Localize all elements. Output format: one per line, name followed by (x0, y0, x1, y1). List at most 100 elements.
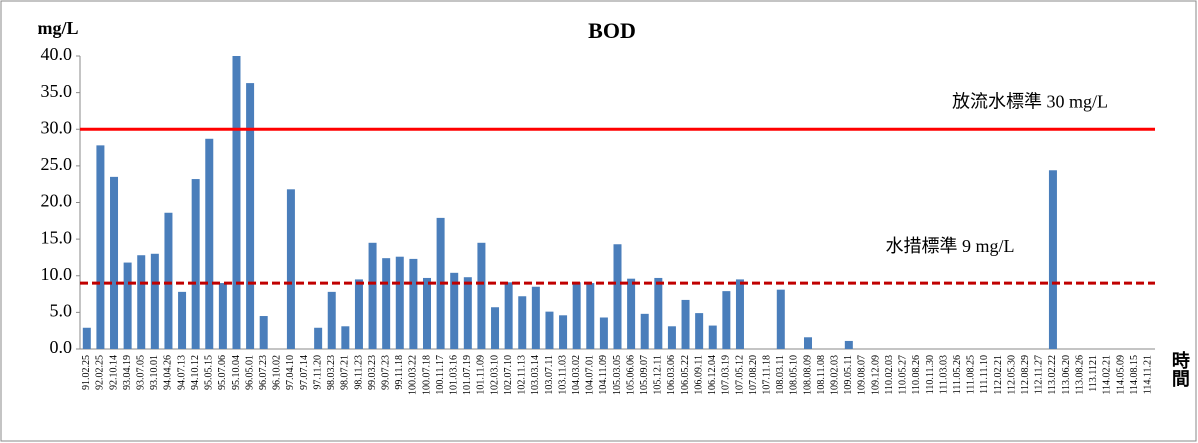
bar (491, 307, 500, 349)
x-tick-label: 99.03.23 (367, 355, 378, 390)
x-tick-label: 105.06.06 (625, 355, 636, 395)
bar (341, 326, 350, 349)
x-tick-label: 103.11.03 (557, 355, 568, 395)
x-tick-label: 95.10.04 (231, 355, 242, 390)
x-tick-label: 95.07.06 (217, 355, 228, 390)
x-tick-label: 112.08.29 (1020, 355, 1031, 395)
bar (735, 279, 744, 349)
x-tick-label: 107.08.20 (748, 355, 759, 395)
x-tick-label: 111.08.25 (966, 355, 977, 394)
bar (722, 291, 731, 349)
bar (232, 56, 241, 349)
bar (518, 296, 527, 349)
x-tick-label: 100.11.17 (435, 355, 446, 395)
bar (96, 145, 105, 349)
x-tick-label: 93.07.05 (136, 355, 147, 390)
chart-title: BOD (588, 18, 636, 43)
bar (654, 277, 663, 349)
x-tick-label: 107.11.18 (761, 355, 772, 395)
bar (695, 313, 704, 349)
bar (599, 317, 608, 349)
bar (531, 286, 540, 349)
x-tick-label: 102.11.13 (517, 355, 528, 395)
y-tick-label: 25.0 (41, 154, 73, 174)
x-tick-label: 111.05.26 (952, 355, 963, 394)
x-tick-label: 110.11.30 (925, 355, 936, 394)
x-tick-label: 106.05.22 (680, 355, 691, 395)
x-tick-label: 92.10.14 (108, 355, 119, 390)
bar (191, 179, 200, 349)
x-tick-label: 93.10.01 (149, 355, 160, 390)
x-tick-label: 104.03.02 (571, 355, 582, 395)
x-tick-label: 97.04.10 (285, 355, 296, 390)
y-tick-label: 20.0 (41, 191, 73, 211)
bar (844, 340, 853, 349)
bar (314, 327, 323, 349)
x-tick-label: 105.09.07 (639, 355, 650, 395)
bar (804, 337, 813, 349)
x-tick-label: 114.11.21 (1142, 355, 1153, 394)
reference-label: 水措標準 9 mg/L (886, 236, 1015, 256)
x-tick-label: 103.03.14 (530, 355, 541, 395)
x-tick-label: 98.03.23 (326, 355, 337, 390)
x-tick-label: 110.08.26 (911, 355, 922, 395)
bar (259, 316, 268, 349)
y-tick-label: 40.0 (41, 44, 73, 64)
bar (286, 189, 295, 349)
x-tick-label: 109.12.09 (870, 355, 881, 395)
x-tick-label: 94.04.26 (163, 355, 174, 390)
bar (246, 83, 255, 349)
bar (164, 212, 173, 349)
x-tick-label: 113.08.26 (1074, 355, 1085, 395)
y-tick-label: 10.0 (41, 264, 73, 284)
x-tick-label: 104.11.09 (598, 355, 609, 395)
bar (627, 278, 636, 349)
x-tick-label: 99.11.18 (394, 355, 405, 390)
x-tick-label: 104.07.01 (585, 355, 596, 395)
x-tick-label: 113.02.22 (1047, 355, 1058, 395)
y-axis-label: mg/L (37, 18, 78, 38)
y-tick-label: 0.0 (50, 337, 73, 357)
bar (559, 315, 568, 349)
bar (640, 313, 649, 349)
bar (395, 256, 404, 349)
x-tick-label: 113.06.20 (1061, 355, 1072, 395)
x-tick-label: 108.03.11 (775, 355, 786, 395)
x-tick-label: 99.07.23 (380, 355, 391, 390)
x-tick-label: 101.03.16 (449, 355, 460, 395)
bar (327, 291, 336, 349)
x-tick-label: 97.07.14 (299, 355, 310, 390)
x-tick-label: 98.07.21 (340, 355, 351, 390)
x-tick-label: 100.07.18 (421, 355, 432, 395)
x-tick-label: 105.12.11 (653, 355, 664, 395)
bar (572, 282, 581, 349)
bar (110, 176, 119, 349)
x-tick-label: 94.10.12 (190, 355, 201, 390)
x-axis-label: 時間 (1170, 351, 1190, 388)
bar (422, 277, 431, 349)
x-tick-label: 91.02.25 (81, 355, 92, 390)
x-tick-label: 108.08.09 (802, 355, 813, 395)
x-tick-label: 114.05.09 (1115, 355, 1126, 395)
x-tick-label: 109.02.03 (830, 355, 841, 395)
x-tick-label: 106.12.04 (707, 355, 718, 395)
x-tick-label: 102.03.10 (489, 355, 500, 395)
x-tick-label: 112.11.27 (1034, 355, 1045, 394)
x-tick-label: 107.03.19 (721, 355, 732, 395)
bar (586, 283, 595, 349)
x-tick-label: 93.04.19 (122, 355, 133, 390)
x-tick-label: 94.07.13 (176, 355, 187, 390)
bar (463, 277, 472, 349)
bar (382, 258, 391, 349)
x-tick-label: 101.11.09 (476, 355, 487, 395)
x-tick-label: 96.10.02 (272, 355, 283, 390)
x-tick-label: 107.05.12 (734, 355, 745, 395)
bar (123, 262, 132, 349)
bar (82, 327, 91, 349)
bar (450, 272, 459, 349)
bar (504, 282, 513, 349)
bar (545, 311, 554, 349)
bar (667, 326, 676, 349)
x-tick-label: 103.07.11 (544, 355, 555, 395)
